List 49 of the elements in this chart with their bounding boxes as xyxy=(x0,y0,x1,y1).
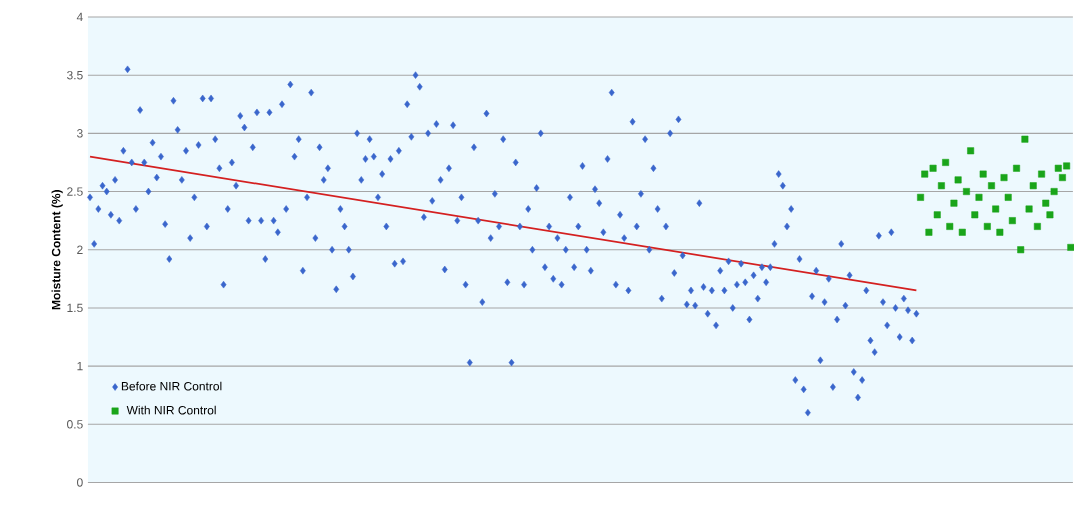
y-tick-label: 3 xyxy=(77,128,83,138)
point xyxy=(1067,243,1074,251)
y-tick-label: 1.5 xyxy=(67,303,83,312)
y-tick-label: 0.5 xyxy=(67,419,83,429)
point xyxy=(1013,164,1021,172)
y-tick-label: 1 xyxy=(77,361,83,371)
y-tick-label: 3.5 xyxy=(67,70,83,80)
y-tick-label: 2.5 xyxy=(67,187,83,196)
point xyxy=(954,176,962,184)
legend-label: With NIR Control xyxy=(126,405,216,415)
point xyxy=(1029,182,1037,189)
point xyxy=(1025,205,1033,213)
point xyxy=(1038,170,1046,178)
point xyxy=(933,211,941,219)
point xyxy=(1046,211,1054,219)
point xyxy=(917,193,925,201)
point xyxy=(992,205,1000,213)
y-tick-label: 0 xyxy=(77,478,83,487)
point xyxy=(1042,199,1050,207)
point xyxy=(1050,187,1058,195)
point xyxy=(937,182,945,189)
y-tick-label: 2 xyxy=(77,245,83,254)
point xyxy=(963,187,970,195)
point xyxy=(1063,162,1071,170)
point xyxy=(1008,216,1016,224)
point xyxy=(1021,135,1029,143)
point xyxy=(1017,246,1025,253)
point xyxy=(967,147,975,155)
point xyxy=(1004,193,1012,201)
point xyxy=(988,182,995,189)
point xyxy=(921,170,929,178)
point xyxy=(946,222,954,230)
point xyxy=(979,170,987,178)
point xyxy=(1054,164,1062,172)
point xyxy=(1033,222,1041,230)
point xyxy=(942,158,950,166)
point xyxy=(975,193,983,201)
y-axis-title: Moisture Content (%) xyxy=(51,189,63,309)
legend-label: Before NIR Control xyxy=(121,381,222,391)
point xyxy=(929,164,937,172)
point xyxy=(983,222,991,230)
point xyxy=(950,199,958,207)
point xyxy=(925,228,933,236)
point xyxy=(1058,173,1066,181)
point xyxy=(1000,173,1008,181)
point xyxy=(996,228,1004,236)
point xyxy=(971,211,979,219)
y-tick-label: 4 xyxy=(76,12,83,21)
point xyxy=(958,228,966,236)
